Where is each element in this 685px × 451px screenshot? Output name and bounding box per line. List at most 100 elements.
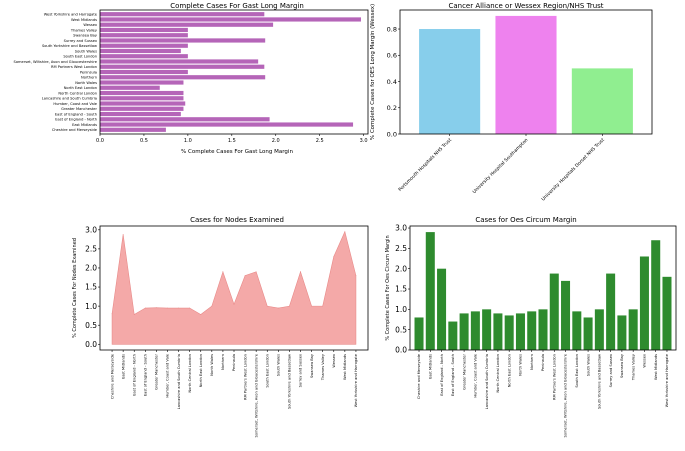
chart1-bar — [100, 54, 188, 59]
chart3-y-tick-label: 2.5 — [85, 245, 97, 254]
chart1-plot-frame — [99, 9, 369, 135]
chart-gast-long-margin: Complete Cases For Gast Long Margin 0.0 0… — [14, 2, 369, 155]
chart1-category-label: Humber, Coast and Vale — [53, 102, 97, 106]
chart3-point — [289, 305, 290, 307]
chart1-category-label: Cheshire and Merseyside — [52, 128, 98, 132]
chart4-category-label: Greater Manchester — [462, 353, 466, 389]
chart4-category-label: Thames Valley — [631, 353, 635, 381]
chart3-category-label: East of England - South — [144, 354, 148, 396]
chart1-category-label: Northern — [81, 76, 97, 80]
chart1-x-tick-label: 2.0 — [272, 138, 280, 144]
chart4-category-label: Swansea Bay — [620, 353, 624, 378]
chart4-bar — [414, 317, 424, 350]
chart-oes-circum-margin: Cases for Oes Circum Margin 0.0 0.5 1.0 1.5… — [385, 216, 677, 437]
chart3-category-label: Thames Valley — [321, 353, 325, 381]
chart3-category-label: Northern — [221, 354, 225, 370]
chart2-bars — [419, 15, 633, 134]
chart4-bar — [662, 276, 672, 350]
chart2-category-label: University Hospital Southampton — [471, 137, 529, 195]
chart2-y-tick-label: 0.8 — [387, 25, 397, 33]
chart1-bar — [100, 106, 184, 111]
chart3-point — [122, 233, 124, 235]
chart1-category-label: RM Partners West London — [51, 65, 97, 69]
chart3-category-label: Humber, Coast and Vale — [166, 353, 170, 397]
chart4-bar — [482, 309, 492, 350]
chart4-bar — [651, 240, 661, 350]
chart4-category-label: Cheshire and Merseyside — [417, 353, 421, 399]
chart3-category-label: North Central London — [188, 354, 192, 393]
chart4-y-tick-label: 1.5 — [395, 285, 407, 294]
chart4-bar — [493, 313, 503, 350]
chart1-x-tick-label: 0.0 — [96, 138, 104, 144]
chart4-category-label: South Yorkshire and Bassetlaw — [598, 354, 602, 409]
chart1-x-tick-label: 2.5 — [316, 138, 324, 144]
chart4-y-tick-label: 3.0 — [395, 224, 407, 233]
chart3-point — [222, 271, 224, 273]
chart1-bar — [100, 12, 265, 17]
chart1-title: Complete Cases For Gast Long Margin — [170, 2, 304, 10]
chart4-category-label: South Wales — [586, 354, 590, 376]
chart4-bar — [617, 315, 627, 350]
chart2-category-label: University Hospitals Dorset NHS Trust — [540, 137, 605, 202]
chart4-bar — [504, 315, 514, 350]
chart3-point — [200, 314, 202, 315]
chart4-y-tick-label: 1.0 — [395, 305, 407, 314]
chart4-category-label: North East London — [507, 354, 511, 387]
chart4-bar — [448, 321, 458, 350]
chart1-category-label: Lancashire and South Cumbria — [42, 97, 97, 101]
chart4-category-label: West Yorkshire and Harrogate — [665, 353, 669, 407]
chart3-point — [355, 275, 357, 276]
chart3-point — [189, 307, 191, 309]
chart4-y-tick-label: 0.5 — [395, 325, 407, 334]
chart3-category-label: North Wales — [210, 354, 214, 376]
chart3-title: Cases for Nodes Examined — [190, 216, 284, 224]
chart3-point — [277, 307, 279, 309]
chart4-category-label: North Wales — [519, 354, 523, 376]
chart3-point — [144, 307, 146, 309]
chart3-category-label: South East London — [265, 354, 269, 388]
chart4-y-tick-label: 0.0 — [395, 346, 407, 355]
chart3-category-label: Surrey and Sussex — [299, 353, 303, 387]
chart3-point — [211, 305, 213, 307]
chart1-bar — [100, 85, 160, 90]
chart4-category-label: North Central London — [496, 354, 500, 393]
chart1-bar — [100, 64, 265, 69]
chart3-category-label: Cheshire and Merseyside — [110, 353, 114, 399]
chart1-bar — [100, 111, 181, 117]
chart1-x-tick-label: 1.0 — [184, 138, 192, 144]
chart3-point — [322, 305, 324, 307]
chart2-y-tick-label: 0.0 — [387, 130, 397, 138]
chart3-category-label: Swansea Bay — [310, 353, 314, 378]
chart1-category-label: North Wales — [75, 81, 97, 85]
chart4-category-label: Surrey and Sussex — [609, 353, 613, 387]
chart1-category-label: Somerset, Wiltshire, Avon and Gloucester… — [14, 60, 98, 64]
chart3-category-label: Somerset, Wiltshire, Avon and Gloucester… — [254, 353, 258, 437]
chart4-bar — [561, 280, 571, 350]
chart4-bar — [628, 309, 638, 350]
chart1-bar — [100, 59, 259, 64]
chart2-plot-frame — [399, 9, 653, 135]
chart3-point — [178, 307, 179, 309]
chart3-points — [111, 231, 357, 315]
chart4-category-label: RM Partners West London — [552, 354, 556, 400]
chart4-bar — [538, 309, 548, 350]
chart1-category-label: Surrey and Sussex — [64, 39, 98, 43]
chart3-category-label: West Midlands — [343, 354, 347, 380]
chart1-x-tick-label: 1.5 — [228, 138, 236, 144]
chart-wessex: Cancer Alliance or Wessex Region/NHS Tru… — [370, 2, 653, 202]
chart2-bar — [495, 15, 557, 134]
chart2-y-tick-labels: 0.0 0.2 0.4 0.6 0.8 — [387, 25, 400, 138]
chart4-bar — [572, 311, 582, 350]
chart1-bar — [100, 127, 166, 132]
chart3-point — [111, 313, 113, 315]
chart4-y-axis-label: % Complete Cases For Oes Circum Margin — [385, 235, 391, 340]
chart4-y-tick-label: 2.0 — [395, 264, 407, 273]
chart1-category-label: South Wales — [75, 49, 97, 53]
chart4-plot-frame — [409, 225, 677, 351]
chart1-category-label: South Yorkshire and Bassetlaw — [42, 44, 97, 48]
chart1-x-axis-label: % Complete Cases For Gast Long Margin — [181, 149, 293, 155]
chart1-bar — [100, 48, 181, 54]
chart4-bar — [583, 317, 593, 350]
